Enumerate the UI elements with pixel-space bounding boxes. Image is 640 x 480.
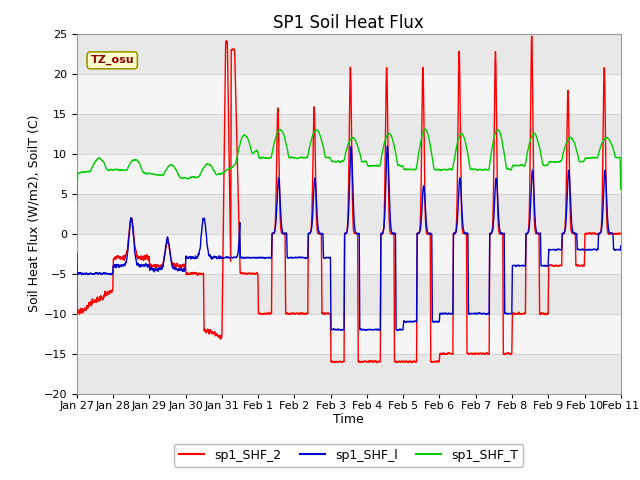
Title: SP1 Soil Heat Flux: SP1 Soil Heat Flux (273, 14, 424, 32)
Bar (77, 234, 621, 274)
Bar (77, 354, 621, 394)
Y-axis label: Soil Heat Flux (W/m2), SoilT (C): Soil Heat Flux (W/m2), SoilT (C) (28, 115, 41, 312)
Bar (77, 274, 621, 313)
Bar (77, 73, 621, 114)
Bar (77, 154, 621, 193)
Bar (77, 193, 621, 234)
Text: TZ_osu: TZ_osu (90, 55, 134, 65)
Legend: sp1_SHF_2, sp1_SHF_l, sp1_SHF_T: sp1_SHF_2, sp1_SHF_l, sp1_SHF_T (174, 444, 524, 467)
Bar (77, 313, 621, 354)
X-axis label: Time: Time (333, 413, 364, 426)
Bar (77, 114, 621, 154)
Bar (77, 34, 621, 73)
